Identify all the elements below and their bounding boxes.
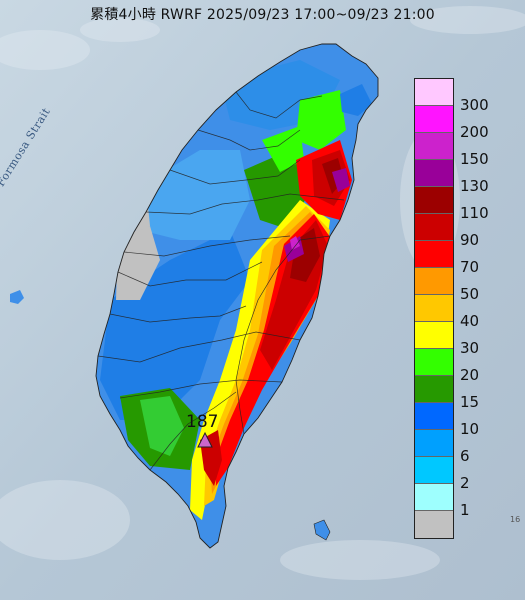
legend-label: 50 xyxy=(460,285,480,303)
legend-swatch xyxy=(415,241,453,268)
island-orchid xyxy=(313,519,331,541)
legend-swatch xyxy=(415,106,453,133)
legend-label: 130 xyxy=(460,177,489,195)
county-boundaries xyxy=(97,91,345,471)
legend-label: 15 xyxy=(460,393,480,411)
legend-swatch xyxy=(415,133,453,160)
legend-label: 30 xyxy=(460,339,480,357)
legend-swatch xyxy=(415,268,453,295)
max-rainfall-triangle-icon xyxy=(197,431,213,448)
legend-swatch xyxy=(415,187,453,214)
legend-swatch xyxy=(415,322,453,349)
legend-label: 2 xyxy=(460,474,470,492)
max-rainfall-value: 187 xyxy=(186,412,219,432)
legend-label: 110 xyxy=(460,204,489,222)
legend-swatch xyxy=(415,511,453,538)
legend-swatch xyxy=(415,457,453,484)
map-title: 累積4小時 RWRF 2025/09/23 17:00~09/23 21:00 xyxy=(90,7,435,23)
legend-swatch xyxy=(415,295,453,322)
legend-label: 200 xyxy=(460,123,489,141)
legend-label: 6 xyxy=(460,447,470,465)
corner-mark: 16 xyxy=(510,515,521,524)
legend-label: 300 xyxy=(460,96,489,114)
legend-label: 150 xyxy=(460,150,489,168)
legend-swatch xyxy=(415,214,453,241)
legend-swatch xyxy=(415,403,453,430)
legend-label: 90 xyxy=(460,231,480,249)
island-penghu xyxy=(10,290,24,304)
legend-swatch xyxy=(415,349,453,376)
legend-label: 10 xyxy=(460,420,480,438)
rainfall-legend xyxy=(414,78,454,539)
legend-swatch xyxy=(415,376,453,403)
legend-swatch xyxy=(415,430,453,457)
legend-swatch xyxy=(415,79,453,106)
legend-swatch xyxy=(415,484,453,511)
legend-swatch xyxy=(415,160,453,187)
legend-label: 40 xyxy=(460,312,480,330)
legend-label: 20 xyxy=(460,366,480,384)
legend-label: 70 xyxy=(460,258,480,276)
legend-label: 1 xyxy=(460,501,470,519)
